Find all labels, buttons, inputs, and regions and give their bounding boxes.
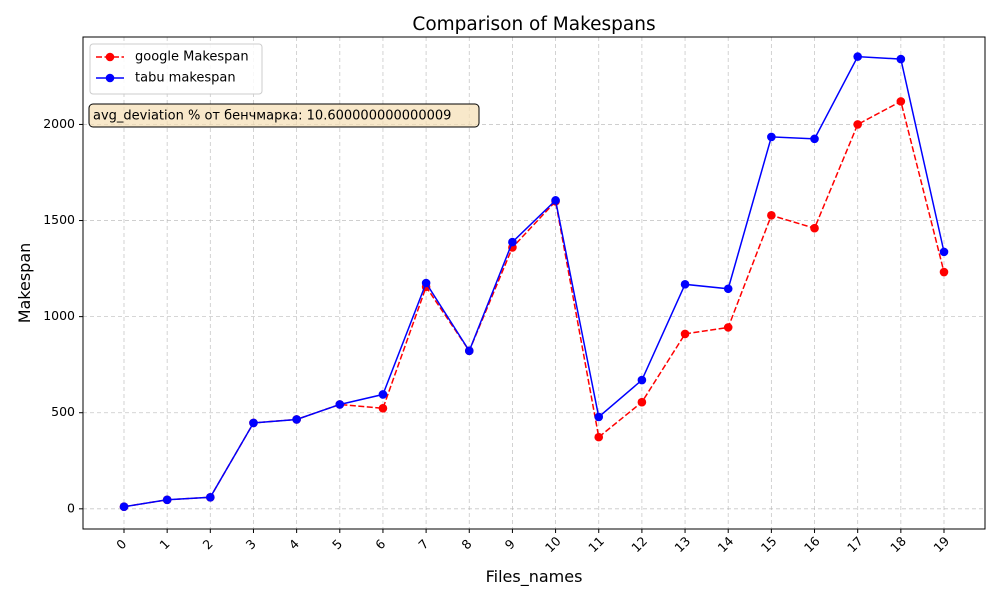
series-1-point <box>594 432 604 442</box>
y-tick-label: 0 <box>67 500 75 515</box>
series-2-point <box>335 400 345 409</box>
series-1-point <box>637 397 647 407</box>
annotation-box <box>88 103 480 128</box>
series-2-point <box>508 237 517 247</box>
x-axis-label: Files_names <box>486 567 583 587</box>
series-2-point <box>551 196 560 205</box>
series-2-point <box>292 415 301 424</box>
chart-title: Comparison of Makespans <box>412 14 655 35</box>
annotation-text: avg_deviation % от бенчмарка: 10.6000000… <box>93 109 451 124</box>
y-tick-label: 1000 <box>43 308 75 323</box>
series-1-point <box>680 329 690 339</box>
series-2-point <box>119 502 129 512</box>
series-1-point <box>378 404 388 413</box>
y-tick-label: 500 <box>51 404 75 419</box>
series-2-point <box>896 54 906 64</box>
legend-label-1: google Makespan <box>135 50 249 65</box>
series-2-point <box>853 52 862 61</box>
legend-marker-2 <box>105 73 115 83</box>
series-2-point <box>249 418 258 428</box>
series-2-point <box>939 247 949 257</box>
y-tick-label: 2000 <box>43 116 75 131</box>
series-lines <box>119 52 949 512</box>
series-2-point <box>594 412 604 422</box>
series-2-point <box>378 390 388 399</box>
series-1-point <box>853 120 862 129</box>
legend-label-2: tabu makespan <box>135 71 236 86</box>
series-2-point <box>206 492 215 502</box>
series-2-point <box>810 134 819 144</box>
series-2-point <box>421 278 431 288</box>
legend-box <box>89 43 263 95</box>
series-2-point <box>637 375 647 385</box>
series-2-point <box>767 132 776 142</box>
legend: google Makespan tabu makespan <box>89 43 263 95</box>
y-axis-label: Makespan <box>15 243 34 324</box>
series-2-point <box>162 495 172 505</box>
series-1-point <box>896 97 906 106</box>
legend-marker-1 <box>105 52 115 62</box>
plot-frame <box>82 36 986 530</box>
series-1-point <box>810 223 819 233</box>
series-1-point <box>767 211 776 220</box>
series-1-point <box>939 267 949 277</box>
avg-deviation-annotation: avg_deviation % от бенчмарка: 10.6000000… <box>88 103 480 128</box>
series-1-point <box>723 323 733 332</box>
y-tick-label: 1500 <box>43 212 75 227</box>
series-2-point <box>464 346 474 356</box>
series-line-2 <box>123 55 945 508</box>
series-2-point <box>680 280 690 289</box>
series-2-point <box>723 284 733 294</box>
